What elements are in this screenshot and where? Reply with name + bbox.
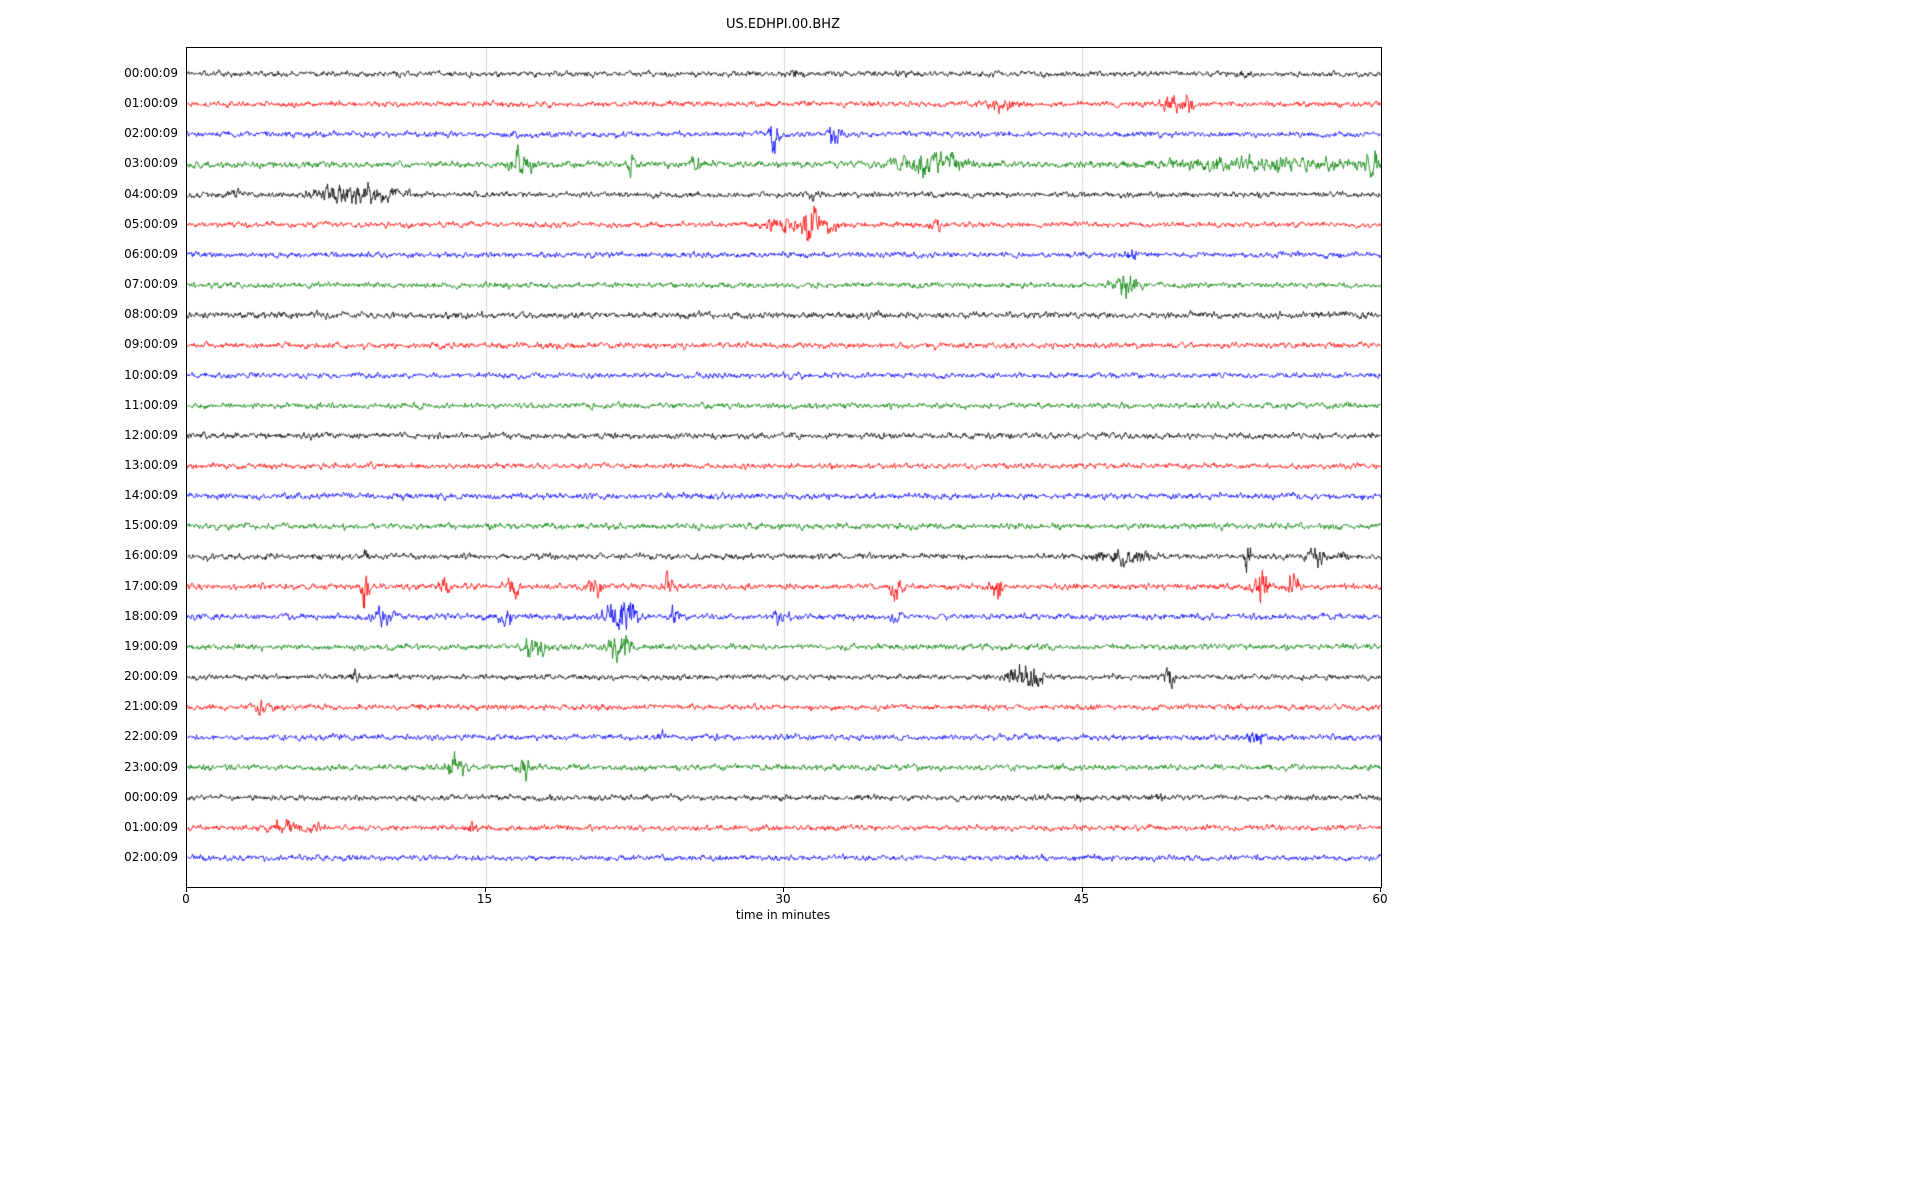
x-tick-label: 30 <box>775 892 791 906</box>
x-tick-mark <box>186 888 187 892</box>
trace-time-label: 11:00:09 <box>124 397 178 412</box>
trace-time-label: 19:00:09 <box>124 638 178 653</box>
trace-time-label: 04:00:09 <box>124 186 178 201</box>
plot-area <box>186 47 1382 888</box>
trace-time-label: 02:00:09 <box>124 126 178 141</box>
chart-title: US.EDHPI.00.BHZ <box>726 17 840 32</box>
x-tick-label: 60 <box>1372 892 1388 906</box>
trace-time-label: 21:00:09 <box>124 699 178 714</box>
x-tick-label: 15 <box>476 892 493 906</box>
trace-time-label: 03:00:09 <box>124 156 178 171</box>
x-tick-label: 45 <box>1073 892 1090 906</box>
trace-time-label: 14:00:09 <box>124 488 178 503</box>
trace-time-label: 08:00:09 <box>124 307 178 322</box>
trace-time-label: 01:00:09 <box>124 819 178 834</box>
trace-time-label: 12:00:09 <box>124 427 178 442</box>
trace-time-label: 17:00:09 <box>124 578 178 593</box>
trace-time-label: 00:00:09 <box>124 789 178 804</box>
trace-time-label: 01:00:09 <box>124 96 178 111</box>
trace-time-label: 02:00:09 <box>124 850 178 864</box>
trace-time-label: 00:00:09 <box>124 66 178 80</box>
x-tick-mark <box>1380 888 1381 892</box>
trace-time-label: 15:00:09 <box>124 518 178 533</box>
trace-time-label: 10:00:09 <box>124 367 178 382</box>
trace-time-label: 06:00:09 <box>124 246 178 261</box>
trace-time-label: 07:00:09 <box>124 277 178 292</box>
trace-time-label: 13:00:09 <box>124 458 178 472</box>
trace-time-label: 05:00:09 <box>124 216 178 231</box>
x-tick-mark <box>783 888 784 892</box>
x-tick-label: 0 <box>182 892 190 906</box>
trace-time-label: 23:00:09 <box>124 759 178 774</box>
x-axis-label: time in minutes <box>735 908 831 922</box>
x-tick-mark <box>1082 888 1083 892</box>
trace-time-label: 16:00:09 <box>124 548 178 563</box>
trace-time-label: 09:00:09 <box>124 337 178 352</box>
seismogram-canvas <box>187 48 1381 887</box>
trace-time-label: 18:00:09 <box>124 608 178 623</box>
trace-time-label: 22:00:09 <box>124 729 178 744</box>
trace-time-label: 20:00:09 <box>124 669 178 684</box>
x-tick-mark <box>485 888 486 892</box>
